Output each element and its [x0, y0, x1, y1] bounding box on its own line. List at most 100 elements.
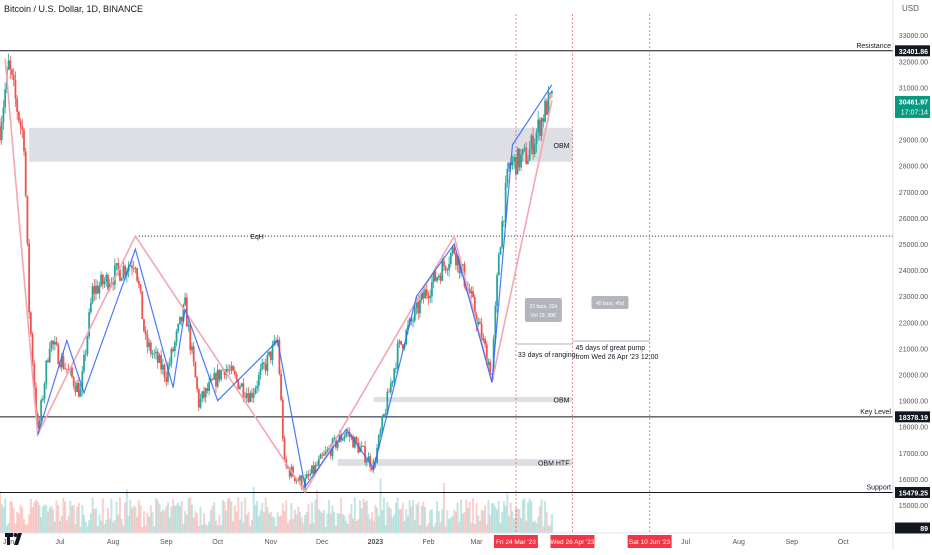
candle[interactable]: [197, 387, 200, 412]
candle[interactable]: [549, 92, 552, 100]
candle[interactable]: [81, 365, 84, 396]
candle[interactable]: [131, 259, 133, 276]
candle[interactable]: [141, 291, 144, 320]
price-tag-0[interactable]: 32401.86: [895, 45, 930, 57]
candle[interactable]: [173, 340, 176, 358]
candle[interactable]: [17, 110, 20, 124]
candle[interactable]: [64, 362, 67, 370]
date-marker-2[interactable]: Sat 10 Jun '23: [627, 535, 672, 548]
candle[interactable]: [336, 441, 339, 451]
candle[interactable]: [170, 347, 173, 368]
candle[interactable]: [204, 387, 207, 404]
candle[interactable]: [341, 436, 344, 441]
candle[interactable]: [139, 283, 142, 295]
candle[interactable]: [163, 363, 166, 383]
candle[interactable]: [391, 380, 394, 388]
candle[interactable]: [203, 386, 205, 402]
candle[interactable]: [235, 371, 238, 383]
candle[interactable]: [400, 340, 402, 346]
candle[interactable]: [444, 265, 447, 274]
candle[interactable]: [307, 470, 310, 480]
candle[interactable]: [448, 256, 450, 277]
candle[interactable]: [67, 363, 70, 371]
candle[interactable]: [396, 339, 399, 373]
candle[interactable]: [149, 339, 152, 358]
price-tag-2[interactable]: 15479.25: [895, 486, 930, 498]
candle[interactable]: [379, 427, 382, 438]
candle[interactable]: [107, 272, 109, 294]
candle[interactable]: [45, 359, 48, 390]
candle[interactable]: [470, 286, 473, 299]
candle[interactable]: [305, 470, 308, 479]
measure-box-2[interactable]: 45 bars, 45d: [591, 296, 629, 309]
candle[interactable]: [14, 71, 17, 107]
candle[interactable]: [503, 220, 505, 228]
candle[interactable]: [269, 351, 272, 364]
candle[interactable]: [383, 413, 385, 418]
candle[interactable]: [240, 382, 243, 387]
candle[interactable]: [455, 251, 457, 271]
candle[interactable]: [83, 350, 85, 374]
candle[interactable]: [257, 371, 260, 392]
candle[interactable]: [345, 428, 348, 439]
candle[interactable]: [545, 98, 548, 116]
candle[interactable]: [511, 155, 514, 170]
candle[interactable]: [155, 346, 157, 360]
candle[interactable]: [484, 336, 486, 348]
candle[interactable]: [101, 273, 104, 290]
candle[interactable]: [539, 117, 541, 141]
candle[interactable]: [429, 289, 432, 304]
candle[interactable]: [179, 316, 181, 325]
candle[interactable]: [12, 68, 15, 87]
candle[interactable]: [343, 433, 346, 443]
candle[interactable]: [11, 68, 13, 80]
candle[interactable]: [192, 341, 195, 367]
candle[interactable]: [441, 254, 444, 282]
candle[interactable]: [196, 375, 199, 393]
candle[interactable]: [501, 215, 504, 249]
symbol-title[interactable]: Bitcoin / U.S. Dollar, 1D, BINANCE: [4, 4, 144, 14]
candle[interactable]: [508, 162, 510, 173]
candle[interactable]: [144, 325, 147, 341]
candle[interactable]: [326, 446, 329, 453]
candle[interactable]: [112, 276, 115, 291]
candle[interactable]: [355, 435, 358, 444]
candle[interactable]: [53, 335, 56, 351]
candle[interactable]: [29, 311, 32, 337]
candle[interactable]: [57, 342, 60, 365]
candle[interactable]: [499, 246, 502, 255]
candle[interactable]: [218, 369, 221, 383]
candle[interactable]: [172, 346, 175, 353]
candle[interactable]: [211, 377, 214, 381]
candle[interactable]: [28, 238, 31, 319]
candle[interactable]: [120, 277, 123, 281]
candle[interactable]: [134, 266, 137, 274]
candle[interactable]: [189, 322, 192, 355]
candle[interactable]: [143, 318, 145, 333]
candle[interactable]: [319, 453, 322, 460]
candle[interactable]: [388, 388, 390, 393]
candle[interactable]: [216, 363, 219, 389]
candle[interactable]: [537, 110, 540, 141]
candle[interactable]: [268, 351, 270, 357]
candle[interactable]: [177, 323, 180, 334]
candle[interactable]: [26, 195, 29, 247]
candle[interactable]: [506, 162, 509, 188]
candle[interactable]: [185, 293, 188, 327]
candle[interactable]: [247, 387, 250, 404]
candle[interactable]: [533, 138, 536, 158]
candle[interactable]: [21, 119, 24, 139]
candle[interactable]: [278, 336, 281, 376]
candle[interactable]: [7, 53, 10, 70]
candle[interactable]: [16, 95, 19, 120]
candle[interactable]: [72, 375, 75, 390]
candle[interactable]: [395, 362, 397, 374]
candle[interactable]: [184, 292, 187, 306]
candle[interactable]: [0, 118, 1, 143]
candle[interactable]: [220, 369, 223, 382]
date-marker-0[interactable]: Fri 24 Mar '23: [493, 535, 538, 548]
candle[interactable]: [137, 276, 140, 288]
candle[interactable]: [74, 381, 77, 397]
candle[interactable]: [446, 267, 449, 276]
